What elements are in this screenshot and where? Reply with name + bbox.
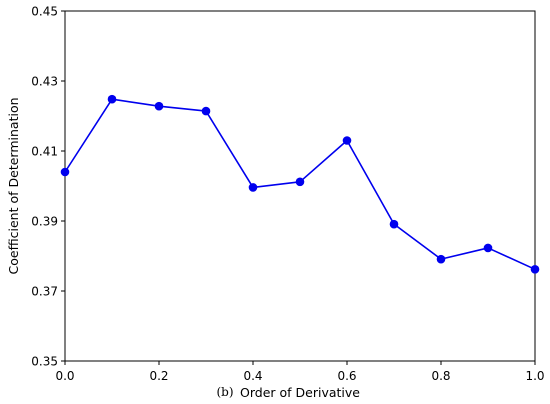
y-tick-label: 0.37 [31,285,58,299]
data-point [107,94,117,104]
x-tick-label: 0.8 [431,369,450,383]
data-point [248,183,258,192]
data-point [389,219,399,229]
data-point [201,106,211,116]
x-tick-label: 0.2 [149,369,168,383]
x-tick-label: 1.0 [525,369,544,383]
plot-frame [64,10,536,362]
y-axis-ticks: 0.35 0.37 0.39 0.41 0.43 0.45 [31,5,65,369]
x-tick-label: 0.4 [243,369,262,383]
x-tick-label: 0.6 [337,369,356,383]
panel-label: (b) [216,385,233,399]
y-tick-label: 0.35 [31,355,58,369]
y-tick-label: 0.43 [31,75,58,89]
y-tick-label: 0.39 [31,215,58,229]
data-point [295,177,305,187]
data-point [60,167,70,177]
y-tick-label: 0.41 [31,145,58,159]
data-point [342,136,352,145]
y-axis-label: Coefficient of Determination [6,97,21,274]
x-tick-label: 0.0 [55,369,74,383]
x-axis-ticks: 0.0 0.2 0.4 0.6 0.8 1.0 [55,361,545,383]
data-point [436,254,446,264]
x-axis-label: Order of Derivative [240,385,360,400]
data-point [154,101,164,111]
data-point [530,265,540,274]
y-tick-label: 0.45 [31,5,58,19]
series-layer [60,94,540,274]
data-point [483,243,493,253]
